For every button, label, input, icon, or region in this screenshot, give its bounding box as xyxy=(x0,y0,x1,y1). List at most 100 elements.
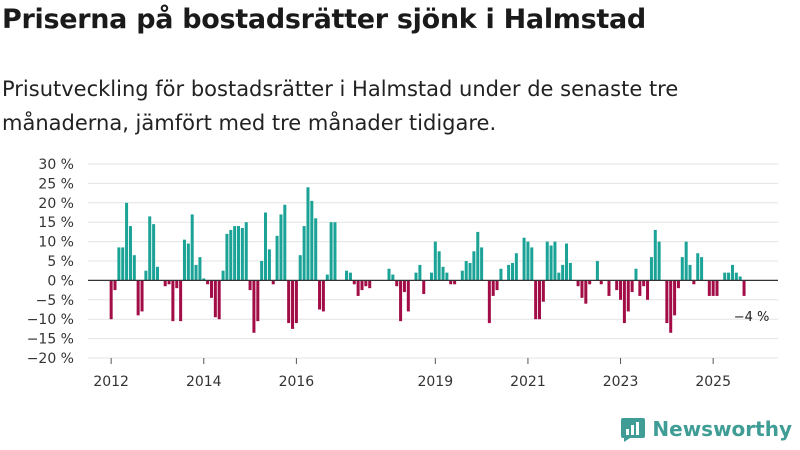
bar-positive xyxy=(445,272,449,281)
bar-negative xyxy=(248,280,252,291)
bar-negative xyxy=(252,280,256,333)
bar-positive xyxy=(236,226,241,281)
bar-positive xyxy=(418,264,422,281)
bar-negative xyxy=(163,280,167,287)
y-tick-label: 5 % xyxy=(47,254,74,270)
bar-negative xyxy=(538,280,542,320)
bar-negative xyxy=(368,280,372,289)
chart-subtitle: Prisutveckling för bostadsrätter i Halms… xyxy=(2,77,679,135)
y-tick-label: −15 % xyxy=(27,332,74,348)
bar-positive xyxy=(734,272,738,281)
bar-positive xyxy=(306,187,310,281)
bar-negative xyxy=(318,280,322,310)
x-tick-label: 2019 xyxy=(417,374,453,390)
chart-title: Priserna på bostadsrätter sjönk i Halmst… xyxy=(2,4,646,35)
bar-negative xyxy=(588,280,592,285)
bar-negative xyxy=(136,280,140,316)
bar-positive xyxy=(229,229,233,281)
bar-positive xyxy=(152,224,156,281)
bar-positive xyxy=(325,274,329,281)
bar-negative xyxy=(584,280,588,304)
bar-negative xyxy=(167,280,171,285)
bar-positive xyxy=(182,239,186,281)
y-tick-label: 0 % xyxy=(47,273,74,289)
bar-positive xyxy=(414,272,418,281)
brand-name: Newsworthy xyxy=(652,417,792,441)
y-axis: −20 % −15 % −10 % −5 % 0 % 5 % 10 % 15 % 20 % 25 … xyxy=(27,157,74,367)
bar-negative xyxy=(576,280,580,287)
bar-positive xyxy=(723,272,727,281)
y-tick-label: 20 % xyxy=(38,196,74,212)
bar-positive xyxy=(155,266,159,281)
y-tick-label: 30 % xyxy=(38,157,74,173)
bar-positive xyxy=(221,270,225,281)
bar-negative xyxy=(642,280,646,287)
bar-positive xyxy=(549,245,553,281)
bar-positive xyxy=(267,249,271,281)
x-tick-label: 2016 xyxy=(279,374,315,390)
bar-positive xyxy=(275,235,279,281)
bar-negative xyxy=(534,280,538,320)
bar-negative xyxy=(399,280,403,322)
bar-positive xyxy=(202,278,206,281)
bar-negative xyxy=(630,280,634,293)
bar-negative xyxy=(294,280,298,324)
bar-negative xyxy=(449,280,453,285)
bar-negative xyxy=(607,280,611,296)
bar-positive xyxy=(225,233,229,281)
bar-positive xyxy=(283,204,287,281)
bar-negative xyxy=(179,280,183,322)
bar-positive xyxy=(561,264,565,281)
bar-positive xyxy=(688,264,692,281)
y-tick-label: 15 % xyxy=(38,215,74,231)
bar-positive xyxy=(514,253,518,281)
bar-negative xyxy=(638,280,642,296)
brand-logo: Newsworthy xyxy=(620,414,792,444)
bar-negative xyxy=(580,280,584,298)
bar-positive xyxy=(437,251,441,281)
bar-positive xyxy=(429,272,433,281)
bar-negative xyxy=(395,280,399,287)
bar-positive xyxy=(545,241,549,281)
x-tick-label: 2012 xyxy=(93,374,129,390)
bar-positive xyxy=(653,229,657,281)
bar-negative xyxy=(692,280,696,285)
bar-positive xyxy=(649,257,653,281)
bar-positive xyxy=(433,241,437,281)
bar-negative xyxy=(287,280,291,324)
bar-positive xyxy=(345,270,349,281)
bar-negative xyxy=(140,280,144,312)
bar-positive xyxy=(121,247,125,281)
bar-positive xyxy=(553,241,557,281)
newsworthy-logo-icon xyxy=(621,418,646,442)
bar-negative xyxy=(406,280,410,312)
bar-negative xyxy=(665,280,669,324)
bar-positive xyxy=(468,262,472,281)
bar-negative xyxy=(487,280,491,324)
bar-positive xyxy=(348,272,352,281)
y-tick-label: 10 % xyxy=(38,235,74,251)
bar-negative xyxy=(599,280,603,285)
bar-negative xyxy=(113,280,117,291)
bar-positive xyxy=(148,216,152,281)
bar-positive xyxy=(298,255,302,281)
bar-positive xyxy=(128,226,132,281)
bar-positive xyxy=(565,243,569,281)
bar-positive xyxy=(329,222,333,281)
x-tick-label: 2014 xyxy=(186,374,222,390)
bar-negative xyxy=(217,280,221,320)
bar-negative xyxy=(402,280,406,293)
bar-negative xyxy=(453,280,457,285)
bar-positive xyxy=(499,268,503,281)
bar-positive xyxy=(507,264,511,281)
bar-negative xyxy=(622,280,626,324)
bar-positive xyxy=(194,264,198,281)
bar-negative xyxy=(646,280,650,300)
x-tick-label: 2023 xyxy=(603,374,639,390)
bar-negative xyxy=(495,280,499,291)
bar-positive xyxy=(144,270,148,281)
bar-positive xyxy=(391,274,395,281)
bar-positive xyxy=(387,268,391,281)
y-tick-label: 25 % xyxy=(38,176,74,192)
y-tick-label: −20 % xyxy=(27,351,74,367)
